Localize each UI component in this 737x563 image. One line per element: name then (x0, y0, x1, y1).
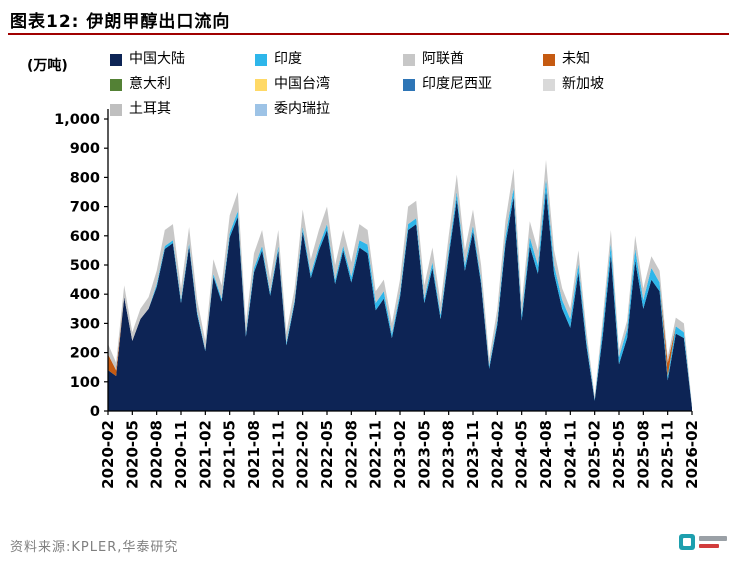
series-band-阿联酋 (108, 159, 692, 407)
watermark-text-lines (699, 536, 727, 548)
watermark-logo (679, 534, 727, 550)
legend: 中国大陆 印度 阿联酋 未知意大利 中国台湾 印度尼西亚 新加坡土耳其 委内瑞拉 (110, 52, 604, 117)
legend-item-5: 中国台湾 (255, 77, 403, 92)
x-tick-label: 2023-05 (415, 420, 433, 489)
legend-item-9: 委内瑞拉 (255, 102, 403, 117)
x-tick-label: 2021-08 (245, 420, 263, 489)
x-tick-label: 2022-08 (342, 420, 360, 489)
legend-label: 中国台湾 (274, 76, 330, 92)
legend-swatch (110, 78, 122, 91)
y-tick-label: 100 (70, 375, 100, 391)
x-tick-label: 2023-11 (464, 420, 482, 489)
legend-label: 印度 (274, 51, 302, 67)
legend-item-4: 意大利 (110, 77, 255, 92)
legend-item-1: 印度 (255, 52, 403, 67)
x-tick-label: 2025-05 (610, 420, 628, 489)
legend-swatch (255, 53, 267, 66)
x-tick-label: 2024-11 (561, 420, 579, 489)
legend-swatch (255, 103, 267, 116)
x-tick-label: 2023-08 (440, 420, 458, 489)
legend-item-8: 土耳其 (110, 102, 255, 117)
series-band-印度 (108, 178, 692, 408)
x-tick-label: 2020-11 (172, 420, 190, 489)
legend-item-7: 新加坡 (543, 77, 604, 92)
y-tick-label: 500 (70, 258, 100, 274)
x-tick-label: 2023-02 (391, 420, 409, 489)
legend-label: 新加坡 (562, 76, 604, 92)
y-tick-label: 1,000 (54, 112, 100, 128)
x-tick-label: 2022-02 (294, 420, 312, 489)
x-tick-label: 2025-08 (634, 420, 652, 489)
legend-swatch (255, 78, 267, 91)
legend-label: 土耳其 (129, 101, 171, 117)
legend-item-3: 未知 (543, 52, 604, 67)
title-underline-rule (8, 33, 729, 35)
legend-item-6: 印度尼西亚 (403, 77, 543, 92)
y-tick-label: 300 (70, 316, 100, 332)
y-tick-label: 800 (70, 170, 100, 186)
x-tick-label: 2026-02 (683, 420, 701, 489)
legend-item-0: 中国大陆 (110, 52, 255, 67)
y-tick-label: 700 (70, 200, 100, 216)
x-tick-label: 2024-02 (488, 420, 506, 489)
y-tick-label: 200 (70, 346, 100, 362)
y-tick-label: 600 (70, 229, 100, 245)
legend-label: 意大利 (129, 76, 171, 92)
legend-swatch (543, 78, 555, 91)
y-axis-unit-label: (万吨) (27, 58, 68, 74)
x-tick-label: 2025-02 (586, 420, 604, 489)
chart-area: 0 100 200 300 400 500 600 700 800 900 1,000 2020-02… (0, 100, 737, 520)
x-tick-label: 2024-08 (537, 420, 555, 489)
x-tick-label: 2025-11 (659, 420, 677, 489)
x-tick-label: 2021-11 (269, 420, 287, 489)
legend-item-2: 阿联酋 (403, 52, 543, 67)
legend-label: 印度尼西亚 (422, 76, 492, 92)
x-tick-label: 2020-05 (123, 420, 141, 489)
x-tick-label: 2022-05 (318, 420, 336, 489)
legend-label: 委内瑞拉 (274, 101, 330, 117)
y-tick-label: 0 (90, 404, 100, 420)
export-flow-chart-svg: 0 100 200 300 400 500 600 700 800 900 1,000 2020-02… (54, 109, 701, 489)
legend-label: 未知 (562, 51, 590, 67)
legend-swatch (110, 53, 122, 66)
legend-swatch (110, 103, 122, 116)
x-tick-label: 2020-02 (99, 420, 117, 489)
source-note: 资料来源:KPLER,华泰研究 (10, 540, 179, 555)
x-tick-label: 2021-05 (221, 420, 239, 489)
x-tick-label: 2022-11 (367, 420, 385, 489)
y-tick-label: 900 (70, 141, 100, 157)
legend-label: 阿联酋 (422, 51, 464, 67)
legend-swatch (403, 53, 415, 66)
y-tick-label: 400 (70, 287, 100, 303)
x-tick-label: 2024-05 (513, 420, 531, 489)
x-tick-label: 2020-08 (148, 420, 166, 489)
watermark-app-icon (679, 534, 695, 550)
legend-swatch (403, 78, 415, 91)
series-band-中国大陆 (108, 190, 692, 411)
legend-swatch (543, 53, 555, 66)
legend-label: 中国大陆 (129, 51, 185, 67)
chart-title: 图表12: 伊朗甲醇出口流向 (10, 12, 231, 32)
x-tick-label: 2021-02 (196, 420, 214, 489)
